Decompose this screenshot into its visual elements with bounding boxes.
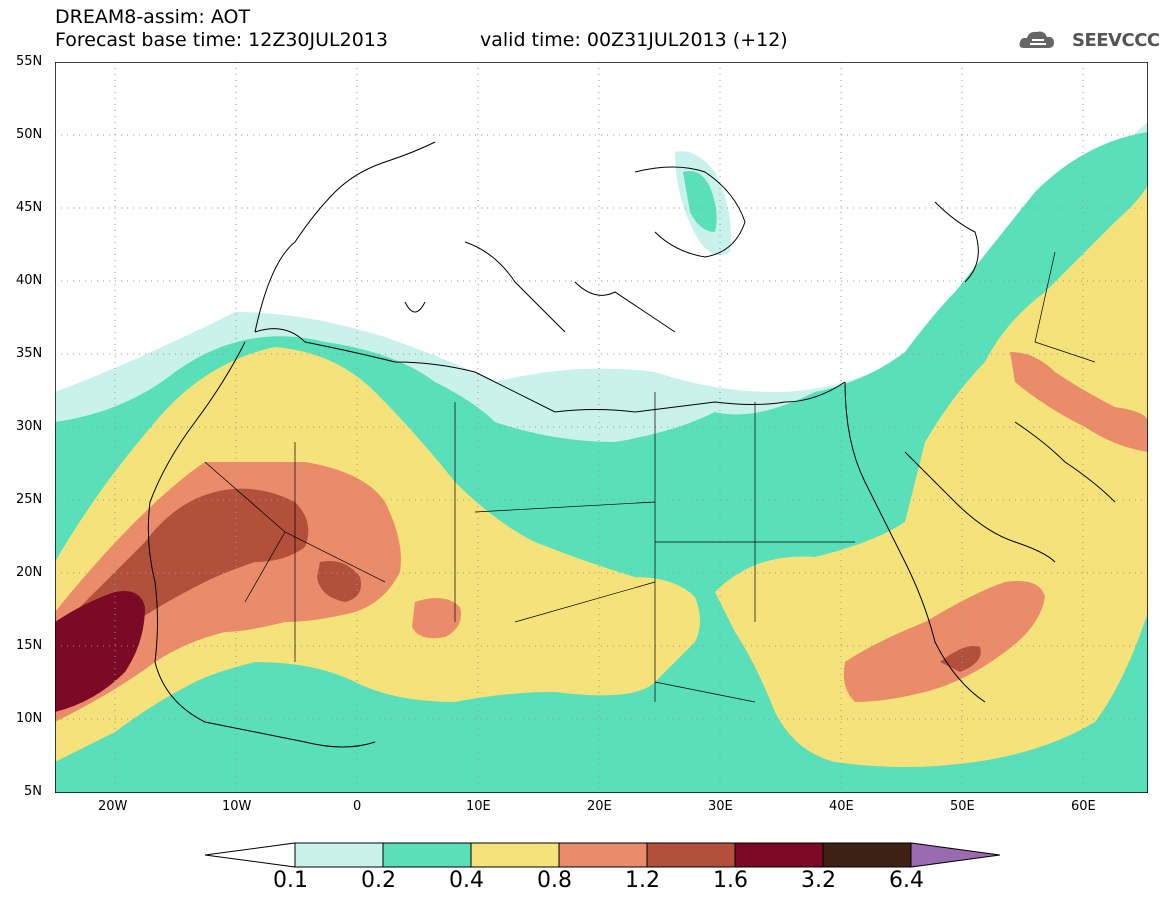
lat-label: 25N xyxy=(16,492,43,507)
aot-band-0.4-east xyxy=(715,182,1148,767)
colorbar-label: 0.4 xyxy=(449,868,484,893)
aot-band-1.6 xyxy=(55,591,145,712)
lat-label: 40N xyxy=(16,273,43,288)
lon-label: 20W xyxy=(98,799,128,814)
colorbar-label: 0.8 xyxy=(537,868,572,893)
valid-time: valid time: 00Z31JUL2013 (+12) xyxy=(480,29,788,51)
colorbar-swatch-0.1 xyxy=(294,842,384,868)
colorbar-label: 0.1 xyxy=(273,868,308,893)
aot-band-1.2-yemen xyxy=(940,646,981,672)
aot-band-0.2-black-sea xyxy=(683,171,717,232)
lon-label: 60E xyxy=(1071,799,1096,814)
lat-label: 35N xyxy=(16,346,43,361)
lon-label: 10E xyxy=(466,799,491,814)
colorbar-arrow-low xyxy=(205,842,296,868)
lat-label: 15N xyxy=(16,638,43,653)
aot-band-1.2-small xyxy=(317,561,361,602)
aot-band-0.8-iran xyxy=(1010,352,1148,452)
lat-label: 55N xyxy=(16,54,43,69)
colorbar-swatch-0.2 xyxy=(382,842,472,868)
lon-label: 20E xyxy=(587,799,612,814)
colorbar-label: 0.2 xyxy=(361,868,396,893)
lon-label: 0 xyxy=(353,799,362,814)
logo-text: SEEVCCC xyxy=(1072,30,1160,51)
colorbar-arrow-high xyxy=(910,842,1000,868)
lat-label: 10N xyxy=(16,711,43,726)
aot-map xyxy=(55,62,1148,793)
lat-label: 5N xyxy=(24,784,42,799)
colorbar-swatch-1.2 xyxy=(646,842,736,868)
lat-label: 20N xyxy=(16,565,43,580)
aot-band-0.8 xyxy=(55,462,401,722)
colorbar-label: 3.2 xyxy=(801,868,836,893)
aot-contours xyxy=(55,122,1148,793)
cloud-logo-icon xyxy=(1019,31,1054,48)
lon-label: 10W xyxy=(222,799,252,814)
lon-label: 40E xyxy=(829,799,854,814)
colorbar-swatch-0.4 xyxy=(470,842,560,868)
colorbar-swatch-3.2 xyxy=(822,842,912,868)
lat-label: 50N xyxy=(16,127,43,142)
base-time: Forecast base time: 12Z30JUL2013 xyxy=(55,29,388,51)
map-title: DREAM8-assim: AOT xyxy=(55,6,251,28)
colorbar xyxy=(205,842,1000,868)
lon-label: 30E xyxy=(708,799,733,814)
country-borders xyxy=(204,251,1096,703)
colorbar-label: 6.4 xyxy=(889,868,924,893)
lat-label: 30N xyxy=(16,419,43,434)
grid-lines xyxy=(55,62,1148,793)
colorbar-swatch-0.8 xyxy=(558,842,648,868)
lat-label: 45N xyxy=(16,200,43,215)
lon-label: 50E xyxy=(950,799,975,814)
coastlines xyxy=(147,141,1116,748)
colorbar-swatch-1.6 xyxy=(734,842,824,868)
aot-band-0.8-small xyxy=(412,598,461,639)
colorbar-label: 1.2 xyxy=(625,868,660,893)
colorbar-label: 1.6 xyxy=(713,868,748,893)
aot-band-0.8-yemen xyxy=(843,581,1045,702)
